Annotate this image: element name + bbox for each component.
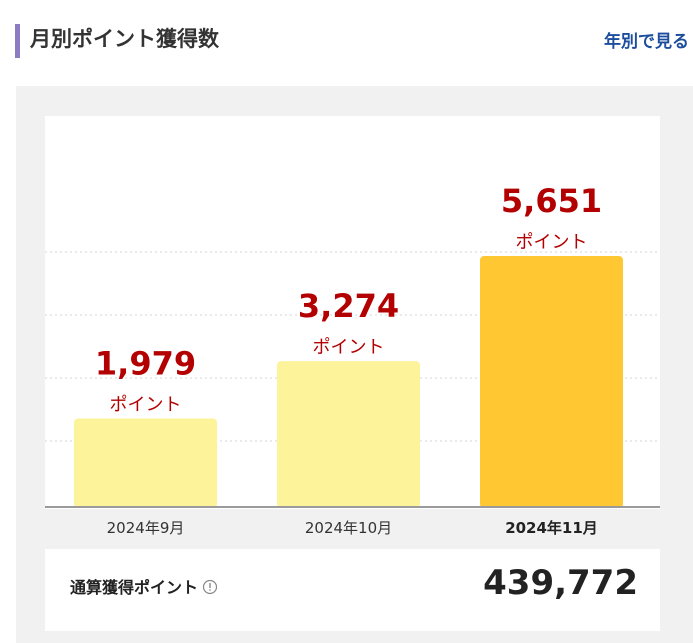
bar-2 — [277, 361, 420, 508]
bar-value-label: 5,651 — [501, 182, 602, 220]
page-title: 月別ポイント獲得数 — [30, 27, 219, 51]
info-circle-icon[interactable] — [202, 579, 218, 595]
view-by-year-link[interactable]: 年別で見る — [604, 32, 689, 52]
x-axis-tick-label: 2024年11月 — [505, 519, 598, 537]
title-accent-bar — [15, 24, 20, 58]
total-points-label: 通算獲得ポイント — [70, 576, 218, 600]
x-axis-tick-label: 2024年9月 — [106, 519, 185, 537]
bar-1 — [74, 418, 217, 508]
bar-unit-label: ポイント — [313, 337, 385, 358]
bar-3 — [480, 256, 623, 508]
section-header: 月別ポイント獲得数 年別で見る — [0, 0, 693, 80]
total-points-card: 通算獲得ポイント 439,772 — [45, 549, 660, 631]
bar-value-label: 3,274 — [298, 287, 399, 325]
bar-value-label: 1,979 — [95, 344, 196, 382]
bar-unit-label: ポイント — [110, 394, 182, 415]
bar-unit-label: ポイント — [516, 232, 588, 253]
total-points-value: 439,772 — [483, 563, 638, 603]
x-axis-tick-label: 2024年10月 — [304, 519, 393, 537]
bar-chart-svg: ポイント 1,979 ポイント 3,274 ポイント 5,651 — [45, 182, 660, 508]
monthly-points-chart: ポイント 1,979 ポイント 3,274 ポイント 5,651 — [45, 116, 660, 509]
total-points-label-text: 通算獲得ポイント — [70, 578, 199, 597]
